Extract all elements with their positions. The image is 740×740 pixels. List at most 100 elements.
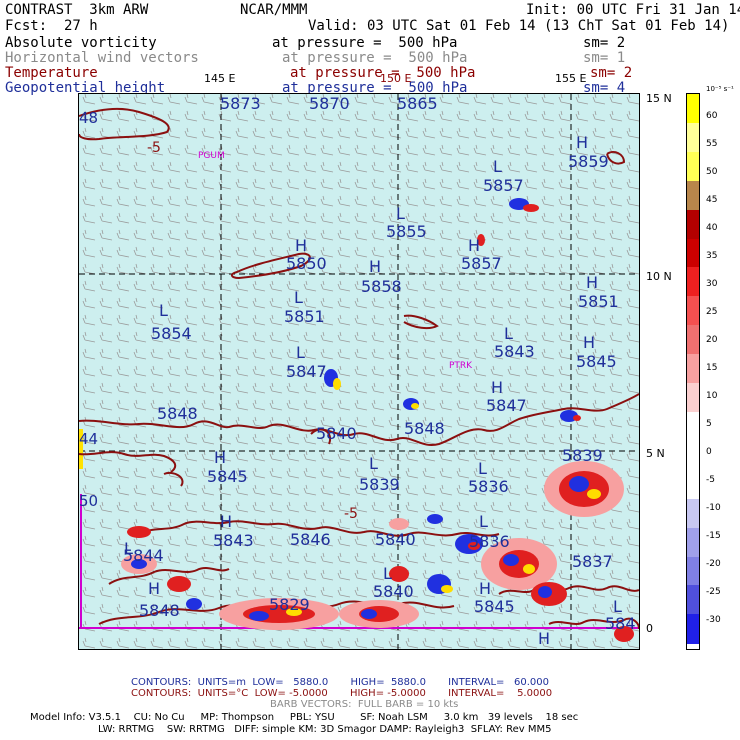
wind-barb — [150, 280, 164, 292]
wind-barb — [99, 484, 113, 496]
wind-barb — [626, 263, 639, 275]
wind-barb — [354, 535, 368, 547]
wind-barb — [354, 501, 368, 513]
wind-barb — [388, 348, 402, 360]
wind-barb — [184, 178, 198, 190]
wind-barb — [133, 144, 147, 156]
wind-barb — [337, 331, 351, 343]
wind-barb — [99, 144, 113, 156]
wind-barb — [167, 382, 181, 394]
wind-barb — [592, 212, 606, 224]
wind-barb — [82, 314, 96, 326]
plot-title: CONTRAST 3km ARW — [5, 2, 149, 18]
wind-barb — [252, 212, 266, 224]
wind-barb — [116, 314, 130, 326]
wind-barb — [626, 518, 639, 530]
geopotential-height-label: 5870 — [309, 94, 350, 113]
wind-barb — [337, 484, 351, 496]
low-pressure-marker: L — [479, 512, 488, 531]
wind-barb — [269, 280, 283, 292]
wind-barb — [201, 280, 215, 292]
wind-barb — [388, 382, 402, 394]
wind-barb — [269, 246, 283, 258]
colorbar-tick-label: 60 — [706, 111, 718, 121]
wind-barb — [490, 178, 504, 190]
wind-barb — [592, 450, 606, 462]
wind-barb — [507, 433, 521, 445]
wind-barb — [507, 348, 521, 360]
wind-barb — [150, 467, 164, 479]
wind-barb — [405, 110, 419, 122]
wind-barb — [286, 127, 300, 139]
wind-barb — [507, 246, 521, 258]
wind-barb — [524, 382, 538, 394]
wind-barb — [388, 535, 402, 547]
wind-barb — [541, 314, 555, 326]
wind-barb — [422, 365, 436, 377]
wind-barb — [337, 229, 351, 241]
wind-barb — [167, 161, 181, 173]
edge-height-label: 48 — [79, 109, 99, 127]
wind-barb — [82, 263, 96, 275]
wind-barb — [201, 348, 215, 360]
wind-barb — [609, 518, 623, 530]
wind-barb — [626, 433, 639, 445]
geopotential-height-label: 5857 — [483, 176, 524, 195]
wind-barb — [626, 450, 639, 462]
wind-barb — [575, 212, 589, 224]
wind-barb — [592, 365, 606, 377]
wind-barb — [184, 263, 198, 275]
wind-barb — [303, 195, 317, 207]
wind-barb — [507, 144, 521, 156]
wind-barb — [524, 399, 538, 411]
wind-barb — [269, 382, 283, 394]
wind-barb — [524, 297, 538, 309]
wind-barb — [286, 535, 300, 547]
wind-barb — [541, 127, 555, 139]
wind-barb — [82, 501, 96, 513]
wind-barb — [592, 569, 606, 581]
wind-barb — [575, 178, 589, 190]
wind-barb — [473, 569, 487, 581]
wind-barb — [473, 365, 487, 377]
wind-barb — [507, 501, 521, 513]
wind-barb — [541, 212, 555, 224]
wind-barb — [303, 110, 317, 122]
wind-barb — [167, 552, 181, 564]
wind-barb — [320, 195, 334, 207]
wind-barb — [507, 382, 521, 394]
wind-barb — [490, 620, 504, 632]
wind-barb — [405, 263, 419, 275]
wind-barb — [235, 348, 249, 360]
wind-barb — [320, 586, 334, 598]
wind-barb — [456, 246, 470, 258]
temperature-contour-label: -5 — [344, 506, 358, 522]
wind-barb — [541, 297, 555, 309]
wind-barb — [167, 535, 181, 547]
wind-barb — [388, 484, 402, 496]
wind-barb — [116, 94, 130, 105]
wind-barb — [337, 212, 351, 224]
wind-barb — [490, 603, 504, 615]
wind-barb — [524, 518, 538, 530]
wind-barb — [167, 110, 181, 122]
wind-barb — [354, 331, 368, 343]
wind-barb — [405, 637, 419, 649]
wind-barb — [303, 161, 317, 173]
high-pressure-marker: H — [479, 579, 492, 598]
wind-barb — [575, 433, 589, 445]
colorbar-tick-label: 20 — [706, 335, 718, 345]
wind-barb — [524, 263, 538, 275]
wind-barb — [456, 110, 470, 122]
wind-barb — [490, 110, 504, 122]
wind-barb — [201, 94, 215, 105]
wind-barb — [575, 94, 589, 105]
wind-barb — [201, 263, 215, 275]
wind-barb — [99, 501, 113, 513]
wind-barb — [354, 484, 368, 496]
wind-barb — [320, 382, 334, 394]
wind-barb — [456, 603, 470, 615]
wind-barb — [609, 94, 623, 105]
wind-barb — [269, 348, 283, 360]
colorbar-tick-label: -25 — [706, 587, 721, 597]
